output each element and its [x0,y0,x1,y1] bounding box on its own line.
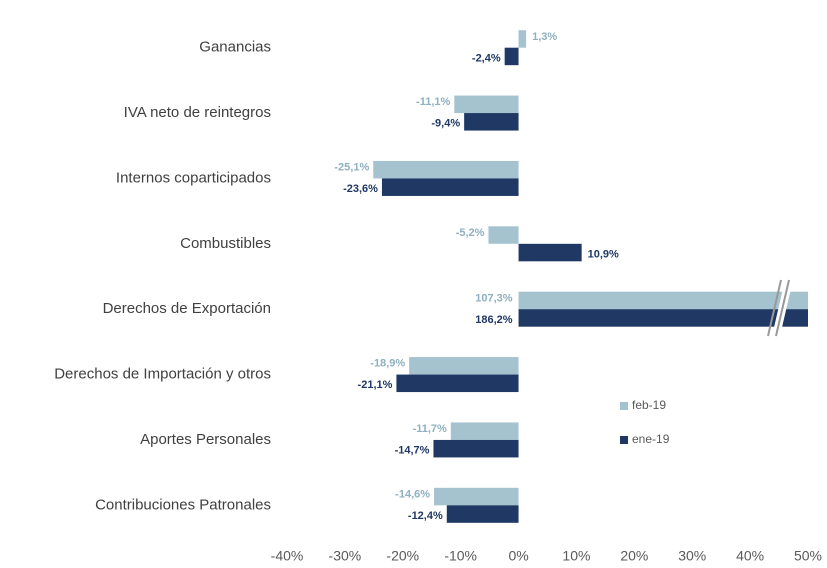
bar [464,113,519,131]
category-label: Derechos de Exportación [103,300,271,317]
bar [450,422,519,440]
value-label: -11,7% [413,423,447,435]
bar [518,309,808,327]
value-label: 1,3% [532,31,557,43]
value-label: -14,6% [395,488,430,500]
bar [381,178,519,196]
legend-label: feb-19 [632,398,666,412]
category-label: Internos coparticipados [116,169,271,186]
bar [434,487,519,506]
bar [488,226,519,244]
axis-break [767,279,793,337]
x-tick-label: -30% [329,548,362,564]
value-label: -5,2% [456,227,485,239]
value-label: -9,4% [431,118,460,130]
category-label: Combustibles [180,235,271,252]
value-label: 10,9% [588,248,619,260]
category-label: Contribuciones Patronales [95,496,271,513]
x-tick-label: 20% [620,548,648,564]
bar [396,374,519,393]
bars [373,30,808,523]
bar [518,243,582,262]
legend-swatch [620,402,628,410]
x-tick-label: 30% [678,548,706,564]
x-tick-label: 0% [508,548,528,564]
value-label: -25,1% [334,162,369,174]
x-tick-label: 10% [562,548,590,564]
value-label: -14,7% [395,445,430,457]
bar [409,357,519,375]
value-label: 186,2% [475,314,513,326]
x-tick-label: -40% [271,548,304,564]
value-label: -23,6% [343,183,378,195]
legend-label: ene-19 [632,432,670,446]
value-label: -21,1% [358,379,393,391]
bar [518,291,808,310]
x-tick-label: -20% [386,548,419,564]
bar [518,30,527,48]
bar [446,505,519,523]
x-tick-label: 50% [794,548,822,564]
bar [454,95,519,114]
bar [504,47,519,66]
value-label: -12,4% [408,510,443,522]
value-label: -18,9% [370,358,405,370]
x-tick-label: -10% [444,548,477,564]
value-label: -11,1% [416,96,450,108]
category-label: Derechos de Importación y otros [54,366,271,383]
labels: -40% -30% -20% -10% 0% 10% 20% 30% 40% 50% Gananci… [54,31,822,564]
category-label: IVA neto de reintegros [124,104,271,121]
value-label: 107,3% [475,292,513,304]
category-label: Aportes Personales [140,431,271,448]
category-label: Ganancias [199,39,271,56]
x-tick-label: 40% [736,548,764,564]
bar [433,439,519,458]
value-label: -2,4% [472,52,501,64]
bar [373,160,519,179]
legend-swatch [620,436,628,444]
